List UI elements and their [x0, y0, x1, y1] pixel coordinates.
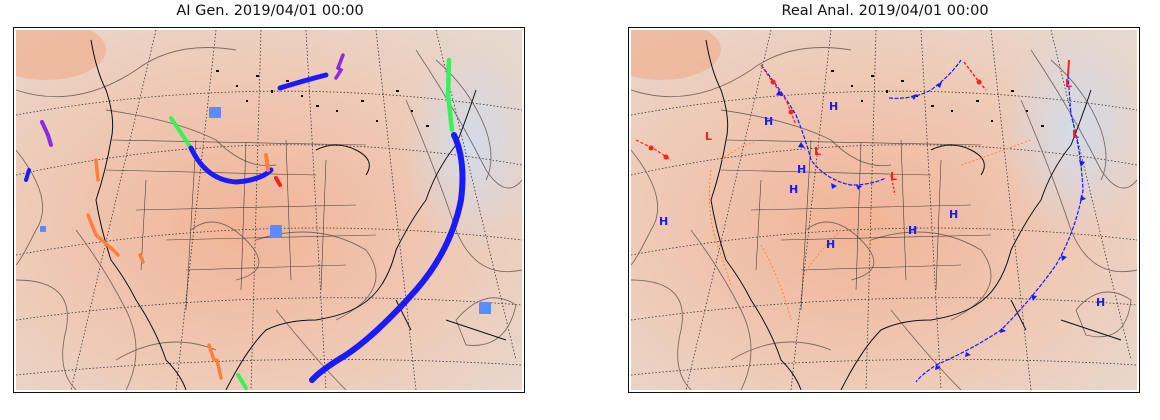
state-borders — [720, 139, 992, 311]
high-center: H — [949, 208, 958, 221]
real-map-canvas: H H H H H H H H H L L L L L — [631, 30, 1137, 390]
cold-front-north — [277, 72, 329, 91]
cold-front-central — [760, 64, 887, 186]
front-symbols — [648, 79, 1086, 370]
high-center: H — [908, 224, 917, 237]
pressure-centers: H H H H H H H H H L L L L L — [659, 77, 1105, 309]
ai-high-blobs — [40, 107, 491, 314]
islands — [831, 70, 1044, 127]
high-center: H — [764, 115, 773, 128]
graticule — [631, 30, 1137, 390]
high-center: H — [826, 238, 835, 251]
low-center: L — [1065, 77, 1072, 90]
ai-map-canvas — [16, 30, 522, 390]
low-center: L — [814, 145, 821, 158]
isobars — [16, 47, 522, 390]
low-center: L — [705, 130, 712, 143]
high-center: H — [659, 215, 668, 228]
coastlines — [705, 39, 1122, 390]
panel-title-ai-generated: AI Gen. 2019/04/01 00:00 — [176, 3, 364, 19]
cold-front-east — [309, 132, 466, 383]
cold-front-central — [188, 145, 274, 185]
low-center: L — [890, 170, 897, 183]
high-center: H — [789, 183, 798, 196]
real-analysis-map: H H H H H H H H H L L L L L — [628, 27, 1140, 393]
cold-front-north — [888, 59, 962, 99]
ai-generated-map — [13, 27, 525, 393]
coastlines — [90, 39, 507, 390]
islands — [216, 70, 429, 127]
high-center: H — [1096, 296, 1105, 309]
isobars — [631, 47, 1137, 390]
high-center: H — [829, 100, 838, 113]
high-center: H — [797, 163, 806, 176]
low-center: L — [1072, 128, 1079, 141]
cold-front-east — [915, 74, 1084, 383]
panel-title-real-analysis: Real Anal. 2019/04/01 00:00 — [781, 3, 989, 19]
ai-fronts — [24, 53, 466, 390]
